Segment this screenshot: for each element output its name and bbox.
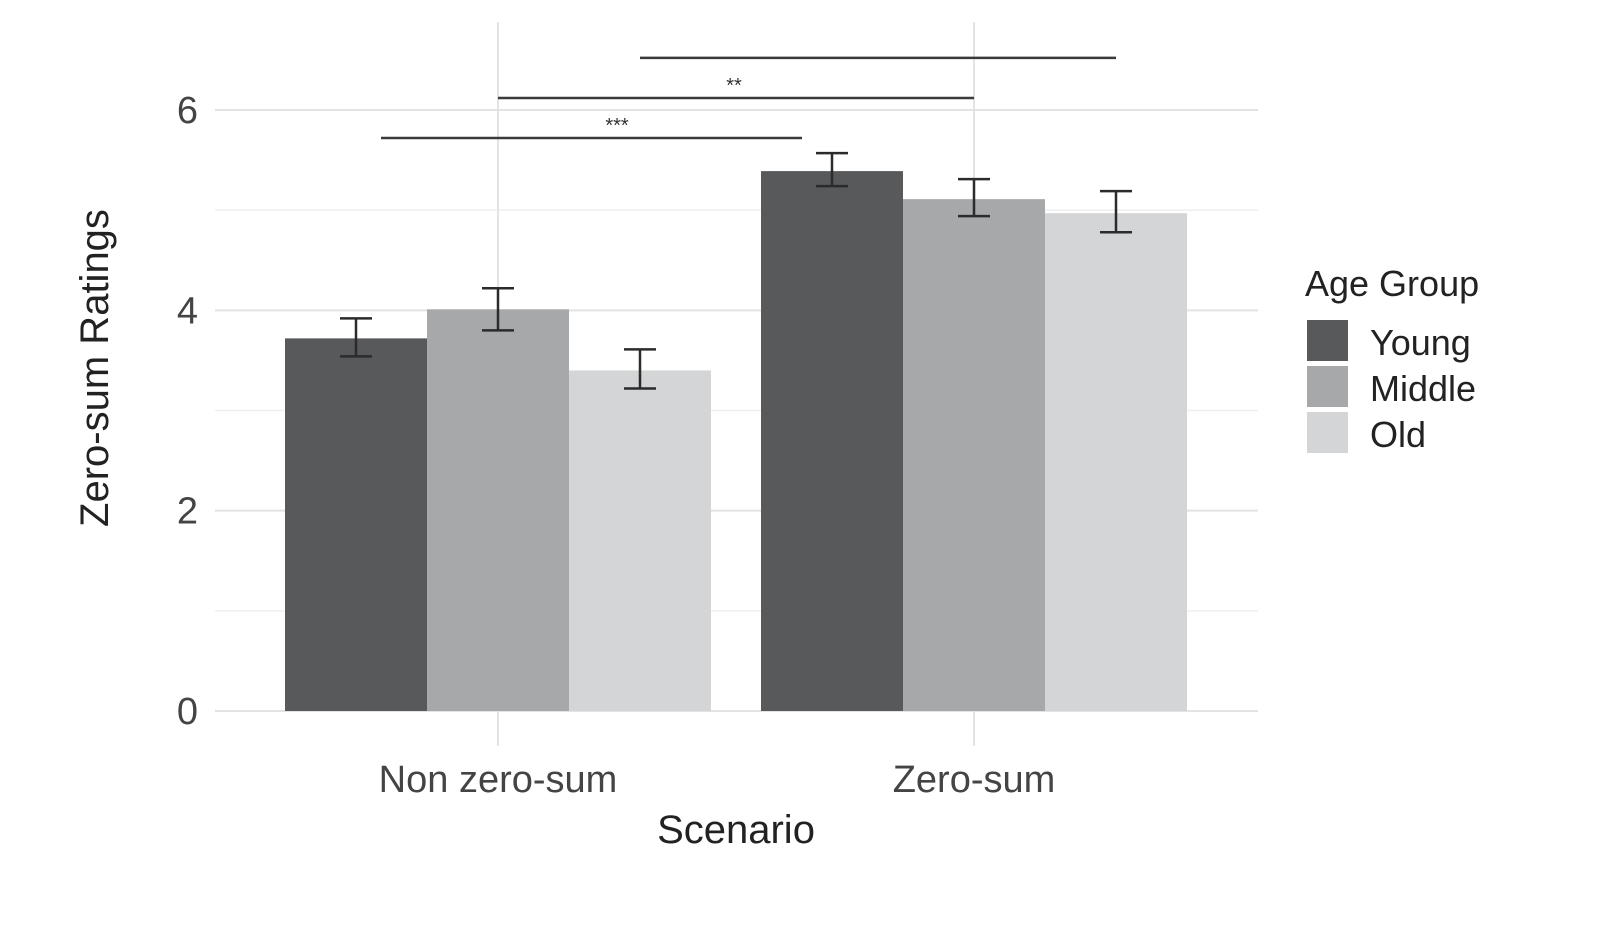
bar-young-2 <box>761 171 903 711</box>
legend-swatch-old <box>1307 412 1348 453</box>
y-tick-label: 0 <box>177 691 198 733</box>
legend-swatch-middle <box>1307 366 1348 407</box>
bar-old-2 <box>1045 213 1187 711</box>
y-tick-label: 4 <box>177 290 198 332</box>
bar-middle-2 <box>903 199 1045 712</box>
bar-middle-1 <box>427 309 569 711</box>
error-bar-old-2 <box>1100 189 1132 234</box>
legend-label-young: Young <box>1370 322 1471 363</box>
error-bar-young-2 <box>816 151 848 188</box>
significance-label-2: ** <box>726 75 742 97</box>
error-bar-young-1 <box>340 317 372 358</box>
error-bars <box>340 151 1132 390</box>
error-bar-old-1 <box>624 348 656 390</box>
error-bar-middle-2 <box>958 177 990 218</box>
bar-young-1 <box>285 338 427 711</box>
x-axis-ticks: Non zero-sum Zero-sum <box>379 759 1056 801</box>
x-tick-label: Zero-sum <box>893 759 1056 801</box>
legend: Age Group Young Middle Old <box>1305 263 1479 455</box>
y-tick-label: 2 <box>177 491 198 533</box>
x-axis-title: Scenario <box>657 808 815 852</box>
legend-swatch-young <box>1307 320 1348 361</box>
y-tick-label: 6 <box>177 90 198 132</box>
y-axis-ticks: 0 2 4 6 <box>177 90 198 733</box>
legend-title: Age Group <box>1305 263 1479 304</box>
bars <box>285 171 1187 712</box>
significance-brackets: ***** <box>381 56 1116 140</box>
legend-label-old: Old <box>1370 414 1426 455</box>
x-tick-label: Non zero-sum <box>379 759 618 801</box>
significance-label-1: *** <box>605 115 629 137</box>
legend-label-middle: Middle <box>1370 368 1476 409</box>
y-axis-title: Zero-sum Ratings <box>73 209 117 527</box>
legend-items: Young Middle Old <box>1307 320 1476 455</box>
error-bar-middle-1 <box>482 287 514 332</box>
bar-old-1 <box>569 370 711 711</box>
